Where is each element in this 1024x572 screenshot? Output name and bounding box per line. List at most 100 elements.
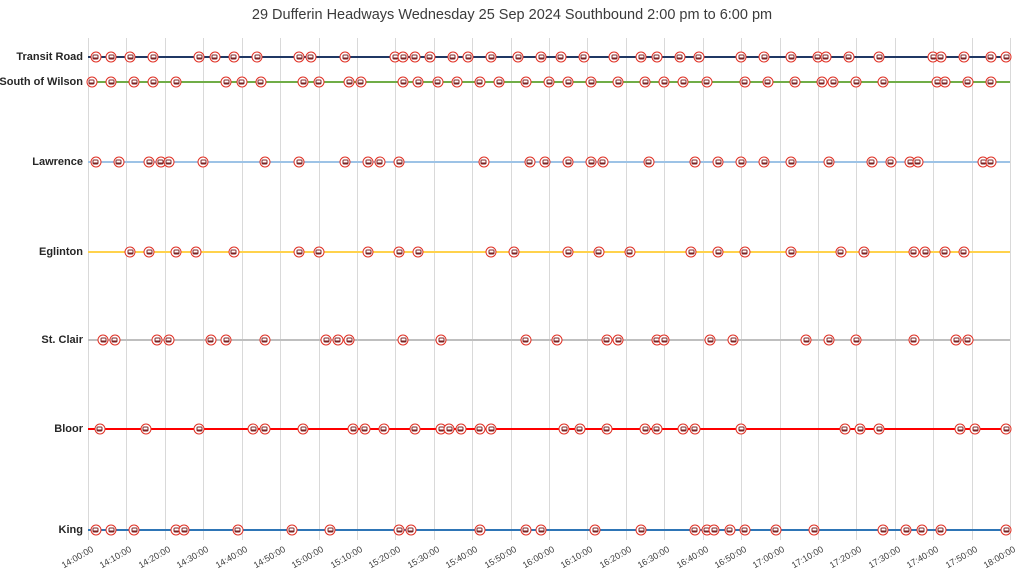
bus-marker [247,423,259,435]
bus-marker [163,156,175,168]
bus-marker [313,246,324,258]
bus-marker [762,76,774,88]
bus-marker [393,156,405,168]
vertical-gridline [88,38,89,540]
bus-marker [409,51,421,63]
bus-marker [985,156,997,168]
bus-marker [297,76,309,88]
bus-marker [562,246,574,258]
bus-marker [163,334,175,346]
vertical-gridline [318,38,320,540]
bus-marker [432,76,444,88]
bus-marker [1000,423,1012,435]
bus-marker [324,524,336,536]
bus-marker [124,246,136,258]
bus-marker [785,246,797,258]
bus-marker [193,51,205,63]
bus-marker [170,246,182,258]
station-label: Bloor [54,423,83,435]
bus-marker [374,156,386,168]
bus-marker [412,246,424,258]
bus-marker [785,51,797,63]
x-tick-label: 17:50:00 [943,544,979,571]
station-line [88,529,1010,531]
bus-marker [140,423,152,435]
bus-marker [689,524,701,536]
bus-marker [674,51,686,63]
bus-marker [1000,51,1012,63]
vertical-gridline [126,38,128,540]
bus-marker [124,51,136,63]
x-tick-label: 15:30:00 [405,544,441,571]
bus-marker [520,334,532,346]
vertical-gridline [549,38,550,540]
bus-marker [228,246,240,258]
bus-marker [255,76,267,88]
bus-marker [362,246,374,258]
vertical-gridline [856,38,858,540]
bus-marker [539,156,551,168]
bus-marker [520,76,532,88]
bus-marker [205,334,217,346]
bus-marker [94,423,106,435]
x-tick-label: 15:50:00 [482,544,518,571]
bus-marker [643,156,655,168]
vertical-gridline [817,38,819,540]
bus-marker [735,156,747,168]
vertical-gridline [241,38,243,540]
bus-marker [839,423,851,435]
x-tick-label: 16:40:00 [674,544,710,571]
bus-marker [128,524,140,536]
bus-marker [451,76,463,88]
bus-marker [712,246,724,258]
bus-marker [113,156,125,168]
bus-marker [339,51,351,63]
bus-marker [305,51,317,63]
bus-marker [985,51,997,63]
x-tick-label: 14:00:00 [59,544,95,571]
bus-marker [827,76,839,88]
bus-marker [854,423,866,435]
bus-marker [397,334,409,346]
x-tick-label: 17:10:00 [789,544,825,571]
bus-marker [485,423,497,435]
bus-marker [332,334,344,346]
bus-marker [558,423,570,435]
x-tick-label: 15:10:00 [328,544,364,571]
bus-marker [178,524,190,536]
bus-marker [701,76,712,88]
bus-marker [939,76,951,88]
vertical-gridline [664,38,666,540]
station-label: South of Wilson [0,76,83,88]
vertical-gridline [395,38,397,540]
bus-marker [739,76,751,88]
bus-marker [958,246,970,258]
bus-marker [508,246,520,258]
bus-marker [601,334,613,346]
x-tick-label: 17:40:00 [904,544,941,571]
bus-marker [935,524,947,536]
x-tick-label: 16:20:00 [597,544,633,571]
bus-marker [950,334,962,346]
bus-marker [758,156,770,168]
bus-marker [190,246,202,258]
bus-marker [877,524,889,536]
bus-marker [393,524,405,536]
vertical-gridline [587,38,589,540]
bus-marker [985,76,997,88]
vertical-gridline [894,38,896,540]
bus-marker [474,524,486,536]
bus-marker [850,334,862,346]
bus-marker [939,246,951,258]
x-tick-label: 14:40:00 [213,544,249,571]
bus-marker [343,76,355,88]
vertical-gridline [702,38,704,540]
bus-marker [689,423,701,435]
x-tick-label: 16:00:00 [520,544,556,571]
bus-marker [524,156,536,168]
x-tick-label: 16:30:00 [635,544,672,571]
bus-marker [562,76,574,88]
bus-marker [259,423,271,435]
bus-marker [712,156,724,168]
bus-marker [535,524,547,536]
